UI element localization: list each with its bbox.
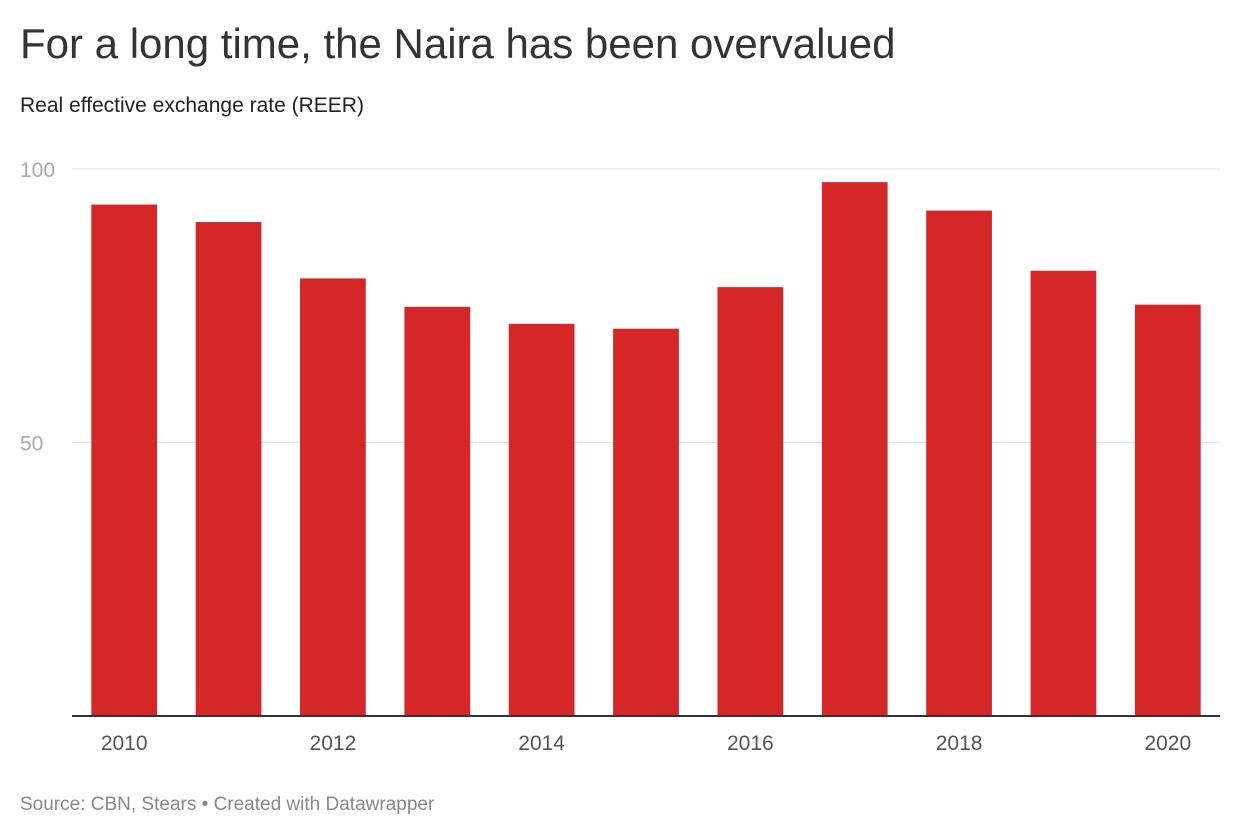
x-tick-label-2018: 2018 bbox=[936, 732, 983, 755]
bar-2014 bbox=[508, 323, 575, 716]
chart-title: For a long time, the Naira has been over… bbox=[20, 20, 896, 67]
x-tick-label-2016: 2016 bbox=[727, 732, 774, 755]
x-tick-label-2014: 2014 bbox=[518, 732, 565, 755]
bar-2011 bbox=[195, 222, 262, 716]
chart-subtitle: Real effective exchange rate (REER) bbox=[20, 94, 364, 117]
bar-2015 bbox=[613, 328, 679, 716]
bar-2012 bbox=[300, 278, 366, 716]
chart-footer: Source: CBN, Stears • Created with Dataw… bbox=[20, 794, 434, 816]
y-tick-label-50: 50 bbox=[20, 433, 43, 456]
x-tick-label-2012: 2012 bbox=[310, 732, 357, 755]
x-tick-label-2010: 2010 bbox=[101, 732, 148, 755]
bar-2019 bbox=[1030, 270, 1097, 716]
credit-note: Created with Datawrapper bbox=[213, 794, 435, 815]
x-tick-label-2020: 2020 bbox=[1144, 732, 1191, 755]
bar-2018 bbox=[926, 210, 992, 716]
bar-2020 bbox=[1134, 304, 1201, 716]
footer-separator: • bbox=[196, 794, 214, 815]
y-tick-label-100: 100 bbox=[20, 159, 55, 182]
bar-2016 bbox=[717, 287, 784, 716]
bar-2013 bbox=[404, 306, 471, 716]
bar-2017 bbox=[821, 182, 888, 717]
source-note: Source: CBN, Stears bbox=[20, 794, 197, 815]
bar-2010 bbox=[91, 204, 158, 716]
axes: 2010 2012 2014 2016 2018 2020 bbox=[72, 715, 1220, 755]
bars bbox=[91, 182, 1201, 717]
